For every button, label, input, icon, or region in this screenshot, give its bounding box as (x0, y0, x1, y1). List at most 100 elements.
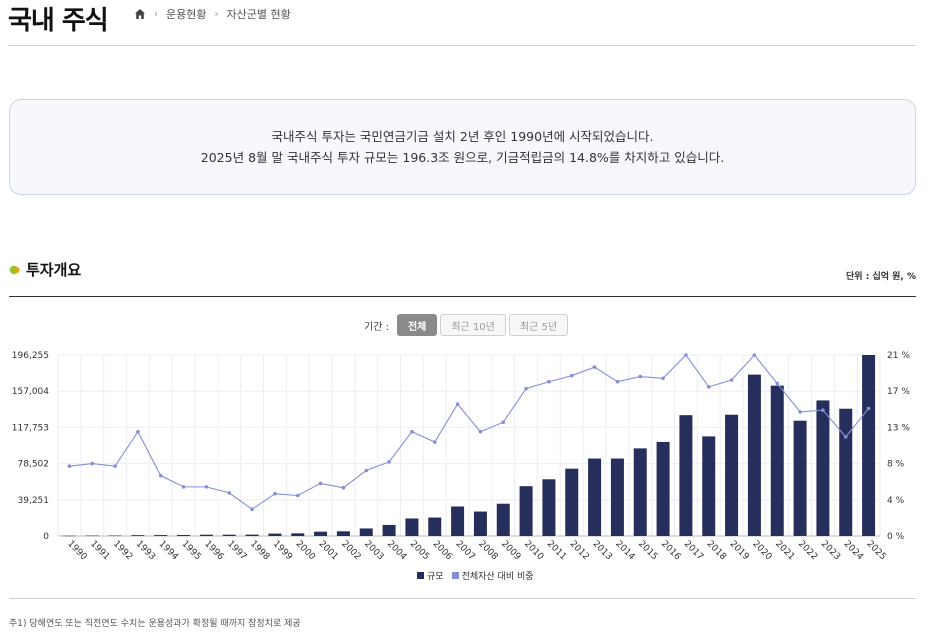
x-tick-label: 2009 (499, 539, 522, 562)
y-left-tick-label: 157,004 (12, 387, 49, 397)
x-tick-label: 1993 (134, 539, 157, 562)
x-tick-label: 1994 (157, 539, 180, 562)
bar (793, 420, 807, 536)
x-tick-label: 2007 (453, 539, 476, 562)
bar (291, 533, 305, 536)
ratio-point (478, 429, 483, 434)
ratio-point (821, 408, 825, 412)
legend-swatch (451, 572, 459, 579)
period-5y-button[interactable]: 최근 5년 (508, 314, 569, 336)
ratio-point (227, 491, 232, 495)
chart: 0 0 % 39,251 4 % 78,502 8 % 117,753 13 % 157,004… (12, 351, 911, 563)
ratio-point (843, 435, 848, 439)
x-tick-label: 1990 (65, 539, 88, 562)
bar (770, 385, 784, 536)
legend-swatch (417, 572, 424, 579)
x-tick-label: 1991 (88, 539, 111, 562)
legend-label: 규모 (427, 572, 444, 582)
ratio-point (615, 379, 620, 384)
bar (154, 535, 168, 536)
period-all-button[interactable]: 전체 (396, 314, 438, 336)
ratio-point (341, 485, 346, 490)
x-tick-label: 2025 (864, 539, 887, 562)
ratio-point (729, 378, 734, 382)
x-tick-label: 2022 (796, 539, 819, 562)
ratio-point (866, 406, 871, 411)
x-tick-label: 2017 (682, 539, 705, 562)
bar (245, 534, 259, 536)
x-tick-label: 1999 (271, 539, 294, 562)
bar (473, 511, 487, 536)
x-tick-label: 2005 (408, 539, 431, 562)
home-icon[interactable] (134, 8, 146, 20)
chevron-right-icon: › (154, 8, 158, 20)
bar (588, 458, 602, 536)
bar (747, 374, 761, 536)
divider (8, 45, 916, 46)
ratio-point (158, 473, 163, 478)
bar (633, 448, 647, 536)
bar (542, 479, 556, 536)
bullet-icon (9, 265, 20, 274)
ratio-point (661, 376, 665, 381)
legend-label: 전체자산 대비 비중 (461, 572, 534, 582)
ratio-point (250, 507, 254, 512)
bar (610, 458, 624, 536)
period-10y-button[interactable]: 최근 10년 (440, 314, 506, 336)
bar (816, 400, 830, 536)
bar (382, 524, 396, 536)
x-tick-label: 2011 (545, 539, 568, 562)
legend-item-size[interactable]: 규모 (417, 569, 444, 582)
y-right-tick-label: 0 % (887, 532, 905, 542)
ratio-point (501, 420, 506, 425)
x-tick-label: 2001 (316, 539, 339, 562)
y-right-tick-label: 4 % (887, 496, 905, 506)
ratio-point (410, 429, 414, 434)
bar (268, 533, 282, 536)
ratio-point (775, 381, 780, 386)
breadcrumb-item[interactable]: 자산군별 현황 (226, 8, 291, 21)
ratio-point (547, 379, 551, 384)
x-tick-label: 2003 (362, 539, 385, 562)
bar (519, 486, 533, 536)
x-tick-label: 2019 (727, 539, 750, 562)
x-tick-label: 1996 (202, 539, 225, 562)
legend: 규모 전체자산 대비 비중 (417, 569, 542, 582)
ratio-point (90, 461, 95, 466)
legend-item-ratio[interactable]: 전체자산 대비 비중 (451, 569, 534, 582)
x-tick-label: 2002 (339, 539, 362, 562)
breadcrumb-item[interactable]: 운용현황 (166, 8, 207, 21)
page-title: 국내 주식 (8, 6, 109, 36)
bar (85, 535, 99, 537)
bar (496, 503, 510, 536)
x-tick-label: 2016 (659, 539, 682, 562)
bar (108, 535, 122, 537)
x-tick-label: 2021 (773, 539, 796, 562)
period-label: 기간 : (364, 321, 389, 333)
ratio-point (364, 468, 369, 473)
bar (177, 534, 191, 536)
intro-box: 국내주식 투자는 국민연금기금 설치 2년 후인 1990년에 시작되었습니다.… (9, 99, 916, 195)
unit-label: 단위 : 십억 원, % (846, 272, 916, 282)
x-tick-label: 2024 (842, 539, 865, 562)
bar (131, 535, 145, 536)
ratio-point (273, 491, 277, 496)
bar (451, 506, 465, 536)
y-left-tick-label: 39,251 (18, 496, 50, 506)
bar (359, 528, 373, 536)
ratio-point (706, 385, 711, 389)
bar (565, 468, 579, 536)
ratio-point (136, 429, 140, 434)
ratio-point (638, 374, 643, 379)
y-right-tick-label: 13 % (887, 423, 910, 433)
y-left-tick-label: 117,753 (12, 423, 49, 433)
bar (702, 436, 716, 536)
x-tick-label: 1995 (179, 539, 202, 562)
x-tick-label: 1992 (111, 539, 134, 562)
bar (839, 408, 853, 536)
section-header: 투자개요 (9, 259, 81, 280)
bar (679, 415, 693, 536)
x-tick-label: 1998 (248, 539, 271, 562)
ratio-point (592, 365, 597, 369)
bar (199, 534, 213, 536)
